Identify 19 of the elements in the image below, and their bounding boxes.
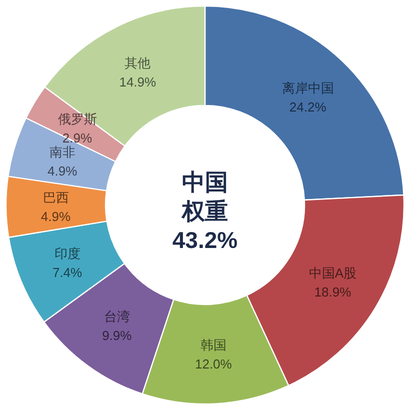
slice-label: 其他	[124, 55, 151, 70]
data-label: 24.2%	[289, 99, 327, 114]
slice-label: 台湾	[104, 308, 130, 324]
text: 43.2%	[172, 227, 238, 253]
data-label: 12.0%	[195, 356, 232, 372]
slice-label: 巴西	[42, 190, 69, 205]
slice-label: 韩国	[200, 338, 226, 353]
data-label: 7.4%	[52, 265, 83, 280]
slice-label: 印度	[54, 246, 80, 262]
slice-label: 中国A股	[308, 266, 357, 281]
slice-label: 离岸中国	[282, 80, 334, 96]
slice-label: 南非	[49, 144, 76, 160]
data-label: 4.9%	[40, 208, 72, 224]
data-label: 4.9%	[48, 164, 78, 179]
text: 中国	[182, 169, 228, 195]
data-label: 9.9%	[102, 328, 132, 343]
text: 权重	[181, 198, 228, 224]
data-label: 14.9%	[119, 74, 157, 90]
data-label: 18.9%	[314, 284, 352, 300]
